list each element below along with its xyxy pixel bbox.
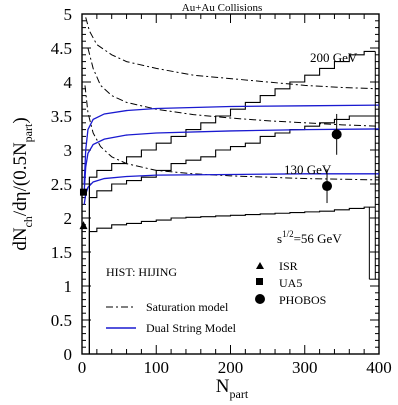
annotation-56gev-text: =56 GeV [294,231,343,246]
y-axis-label-b: /d [10,201,31,216]
data-point-isr [79,221,88,230]
legend-phobos-label: PHOBOS [279,293,326,307]
chart-title: Au+Au Collisions [182,2,262,14]
x-tick-label: 0 [78,358,87,377]
y-tick-label: 0.5 [51,311,72,330]
y-tick-label: 1.5 [51,243,72,262]
x-axis-label-sub: part [230,387,249,401]
x-axis-label-main: N [216,376,230,397]
series-line-saturation-model-200-gev [85,17,380,90]
series-line-saturation-model-56-gev [84,85,380,181]
y-axis-label-a: dN [10,227,31,251]
y-tick-label: 2.5 [51,175,72,194]
y-tick-label: 2 [64,209,73,228]
series-line-hijing-130-gev [88,115,376,354]
annotation-56gev: s1/2=56 GeV [277,229,342,246]
y-axis-label-a-sub: ch [21,216,35,227]
x-tick-label: 200 [218,358,244,377]
y-axis-label: dNch/dη/(0.5Npart) [10,117,35,250]
annotation-130gev: 130 GeV [284,162,332,177]
x-axis-label: Npart [216,376,249,401]
y-tick-label: 4.5 [51,39,72,58]
data-point-phobos [322,181,333,192]
y-axis-label-d-sub: part [21,123,35,142]
y-tick-label: 5 [64,5,73,24]
annotation-200gev: 200 GeV [310,50,358,65]
series-line-hijing-200-gev [88,50,376,354]
series-line-dual-string-model-200-gev [83,104,380,185]
y-tick-label: 0 [64,345,73,364]
legend-ua5-label: UA5 [279,276,302,290]
y-tick-label: 3 [64,141,73,160]
legend-isr-marker [256,262,264,269]
legend-ua5-marker [256,278,263,285]
annotation-56gev-sup: 1/2 [282,229,294,239]
annotation-56gev-prefix: s [277,231,282,246]
data-point-phobos [331,129,342,140]
x-tick-label: 100 [144,358,170,377]
legend-phobos-marker [255,294,265,304]
x-axis: 0 100 200 300 400 [78,14,392,377]
legend-dual-label: Dual String Model [146,321,237,335]
data-points-layer [79,113,342,230]
series-line-dual-string-model-130-gev [83,128,380,191]
legend-saturation-label: Saturation model [146,300,229,314]
x-tick-label: 300 [292,358,318,377]
y-axis-label-c: η [10,191,31,201]
series-line-dual-string-model-56-gev [83,173,379,205]
y-tick-label: 4 [64,73,73,92]
series-layer [83,17,380,354]
legend: HIST: HIJING Saturation model Dual Strin… [106,259,326,335]
x-tick-label: 400 [366,358,392,377]
y-axis-label-d: /(0.5N [10,142,31,191]
y-axis-label-e: ) [10,117,31,123]
legend-hist: HIST: HIJING [106,265,177,279]
series-line-saturation-model-130-gev [87,47,380,127]
y-tick-label: 1 [64,277,73,296]
y-tick-label: 3.5 [51,107,72,126]
legend-isr-label: ISR [279,259,298,273]
data-point-ua5 [79,188,87,196]
series-line-hijing-56-gev [88,206,376,354]
